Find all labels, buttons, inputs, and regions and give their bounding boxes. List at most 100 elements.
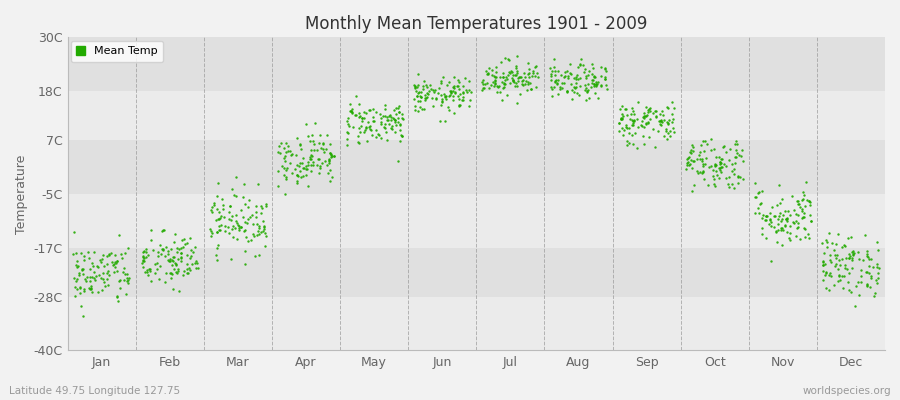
Point [551, 67, 565, 74]
Point [716, 144, 731, 151]
Point [645, 126, 660, 132]
Point [276, 145, 291, 151]
Point [254, 210, 268, 216]
Point [714, 160, 728, 166]
Point [563, 71, 578, 78]
Point [387, 116, 401, 122]
Point [256, 218, 271, 224]
Point [731, 173, 745, 180]
Point [207, 201, 221, 208]
Point [426, 87, 440, 93]
Point [641, 107, 655, 113]
Point [216, 206, 230, 212]
Point [795, 215, 809, 222]
Point [83, 286, 97, 292]
Point [378, 121, 392, 128]
Point [641, 119, 655, 125]
Point [352, 139, 366, 146]
Point [231, 226, 246, 233]
Point [491, 89, 505, 95]
Point [378, 106, 392, 112]
Point [617, 126, 632, 133]
Point [626, 118, 640, 124]
Point [652, 118, 667, 124]
Point [836, 285, 850, 291]
Point [257, 230, 272, 237]
Point [420, 90, 435, 97]
Bar [68, 140, 885, 194]
Point [161, 256, 176, 263]
Point [710, 171, 724, 178]
Point [759, 213, 773, 219]
Point [223, 217, 238, 224]
Point [511, 74, 526, 80]
Point [94, 275, 108, 281]
Point [83, 274, 97, 280]
Point [392, 121, 407, 128]
Point [842, 287, 857, 293]
Point [480, 80, 494, 86]
Point [452, 102, 466, 109]
Point [446, 88, 460, 94]
Point [409, 84, 423, 90]
Point [496, 74, 510, 80]
Point [323, 152, 338, 158]
Point [178, 241, 193, 248]
Point [158, 244, 173, 250]
Point [247, 233, 261, 240]
Point [323, 178, 338, 184]
Point [685, 165, 699, 172]
Point [229, 212, 243, 218]
Point [777, 226, 791, 233]
Point [482, 64, 496, 71]
Point [634, 122, 649, 128]
Point [724, 181, 739, 187]
Point [68, 262, 83, 268]
Point [423, 82, 437, 88]
Point [392, 104, 406, 111]
Point [189, 258, 203, 264]
Point [456, 94, 471, 100]
Point [290, 172, 304, 178]
Point [714, 156, 728, 162]
Point [496, 85, 510, 91]
Point [828, 262, 842, 269]
Point [778, 223, 792, 230]
Point [573, 75, 588, 82]
Point [490, 64, 504, 70]
Point [752, 189, 767, 195]
Point [457, 75, 472, 82]
Point [278, 152, 293, 159]
Point [358, 124, 373, 130]
Point [302, 138, 317, 144]
Point [505, 69, 519, 75]
Point [106, 262, 121, 268]
Point [861, 263, 876, 270]
Point [854, 279, 868, 286]
Point [177, 236, 192, 242]
Point [571, 64, 585, 70]
Point [759, 216, 773, 223]
Point [649, 108, 663, 114]
Point [639, 120, 653, 126]
Point [716, 164, 730, 170]
Point [858, 231, 872, 238]
Point [549, 77, 563, 83]
Point [697, 175, 711, 182]
Point [795, 207, 809, 214]
Point [463, 97, 477, 103]
Point [845, 265, 859, 272]
Point [71, 271, 86, 278]
Point [509, 82, 524, 89]
Point [585, 70, 599, 77]
Point [432, 84, 446, 91]
Point [708, 161, 723, 167]
Point [366, 118, 381, 125]
Point [497, 81, 511, 87]
Point [453, 102, 467, 108]
Point [702, 163, 716, 170]
Point [82, 255, 96, 261]
Point [551, 90, 565, 97]
Point [763, 216, 778, 223]
Point [580, 89, 595, 95]
